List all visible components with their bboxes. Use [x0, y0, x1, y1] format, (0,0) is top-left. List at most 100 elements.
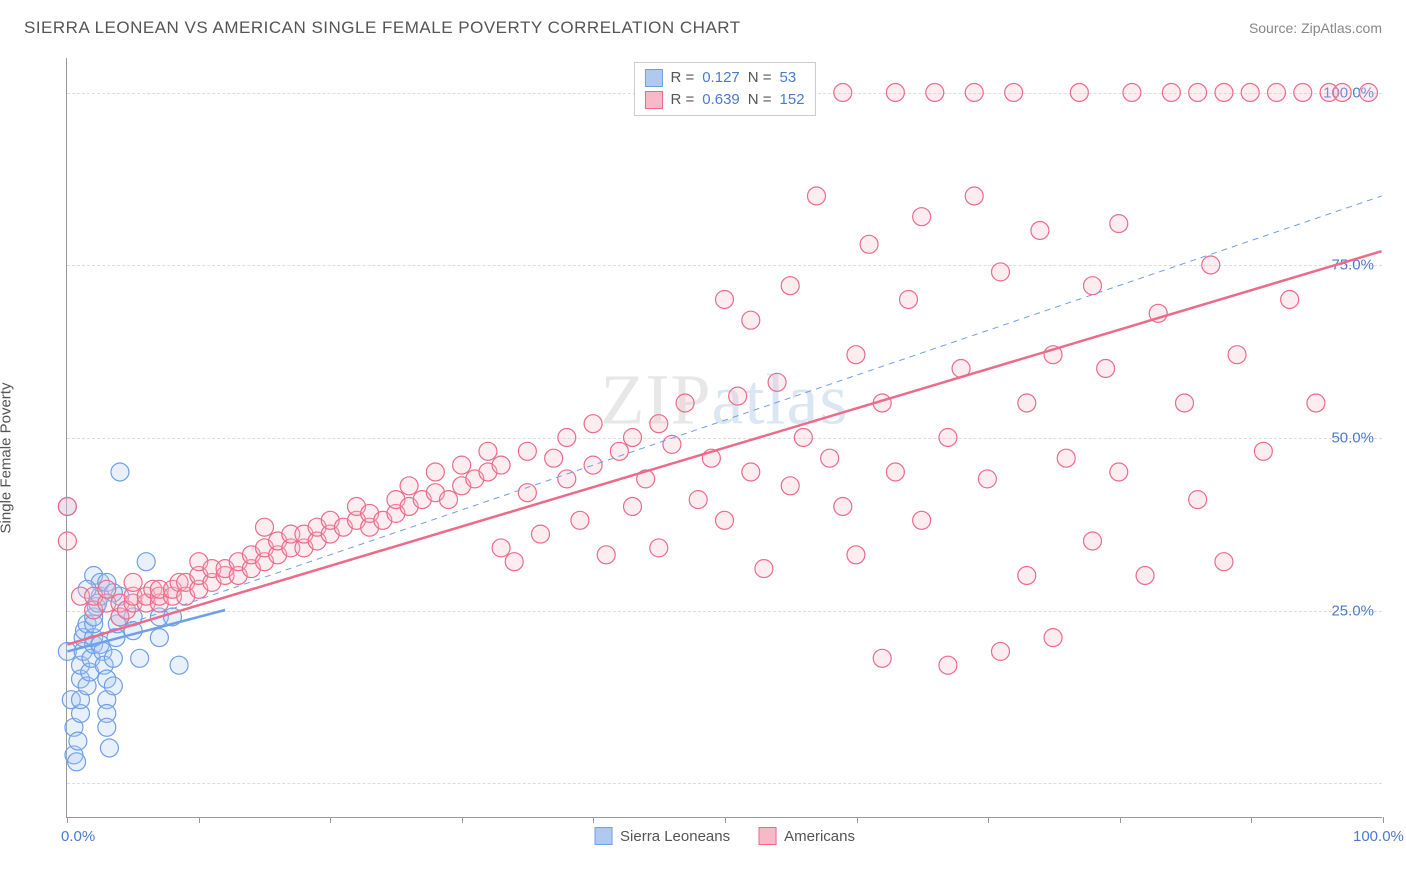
- x-tick: [67, 817, 68, 823]
- source-prefix: Source:: [1249, 20, 1301, 36]
- data-point: [965, 187, 983, 205]
- x-tick-label: 100.0%: [1353, 828, 1404, 845]
- data-point: [492, 539, 510, 557]
- data-point: [860, 235, 878, 253]
- x-tick: [988, 817, 989, 823]
- x-tick: [857, 817, 858, 823]
- x-tick: [1251, 817, 1252, 823]
- legend-series-label: Americans: [784, 828, 855, 845]
- n-label: N =: [748, 67, 772, 89]
- chart-source: Source: ZipAtlas.com: [1249, 20, 1382, 36]
- data-point: [808, 187, 826, 205]
- data-point: [716, 291, 734, 309]
- data-point: [1215, 553, 1233, 571]
- data-point: [68, 753, 86, 771]
- chart-container: Single Female Poverty ZIPatlas R = 0.127…: [24, 58, 1382, 858]
- data-point: [1215, 84, 1233, 102]
- legend-statistics: R = 0.127 N = 53R = 0.639 N = 152: [633, 62, 815, 116]
- data-point: [992, 642, 1010, 660]
- x-tick: [1383, 817, 1384, 823]
- data-point: [1005, 84, 1023, 102]
- data-point: [558, 429, 576, 447]
- legend-series: Sierra Leoneans Americans: [594, 827, 855, 845]
- scatter-svg: [67, 58, 1382, 817]
- data-point: [1162, 84, 1180, 102]
- y-axis-label: Single Female Poverty: [0, 383, 15, 534]
- data-point: [873, 649, 891, 667]
- legend-series-label: Sierra Leoneans: [620, 828, 730, 845]
- n-value: 53: [780, 67, 797, 89]
- data-point: [729, 387, 747, 405]
- data-point: [886, 463, 904, 481]
- data-point: [111, 463, 129, 481]
- data-point: [505, 553, 523, 571]
- data-point: [900, 291, 918, 309]
- legend-swatch: [758, 827, 776, 845]
- source-name: ZipAtlas.com: [1301, 20, 1382, 36]
- x-tick: [1120, 817, 1121, 823]
- data-point: [742, 311, 760, 329]
- data-point: [545, 449, 563, 467]
- data-point: [518, 484, 536, 502]
- data-point: [69, 732, 87, 750]
- data-point: [1281, 291, 1299, 309]
- x-tick-label: 0.0%: [61, 828, 95, 845]
- data-point: [1136, 567, 1154, 585]
- data-point: [104, 677, 122, 695]
- x-tick: [462, 817, 463, 823]
- data-point: [847, 346, 865, 364]
- legend-swatch: [594, 827, 612, 845]
- data-point: [650, 415, 668, 433]
- data-point: [58, 498, 76, 516]
- data-point: [170, 656, 188, 674]
- data-point: [965, 84, 983, 102]
- data-point: [1254, 442, 1272, 460]
- data-point: [98, 580, 116, 598]
- data-point: [886, 84, 904, 102]
- x-tick: [330, 817, 331, 823]
- data-point: [400, 477, 418, 495]
- data-point: [1360, 84, 1378, 102]
- data-point: [1018, 567, 1036, 585]
- data-point: [1097, 360, 1115, 378]
- data-point: [100, 739, 118, 757]
- data-point: [1307, 394, 1325, 412]
- data-point: [689, 491, 707, 509]
- data-point: [978, 470, 996, 488]
- data-point: [532, 525, 550, 543]
- data-point: [1189, 491, 1207, 509]
- data-point: [939, 429, 957, 447]
- legend-swatch: [644, 69, 662, 87]
- data-point: [1110, 463, 1128, 481]
- data-point: [1057, 449, 1075, 467]
- data-point: [834, 84, 852, 102]
- data-point: [939, 656, 957, 674]
- data-point: [768, 373, 786, 391]
- data-point: [1202, 256, 1220, 274]
- legend-swatch: [644, 91, 662, 109]
- data-point: [913, 208, 931, 226]
- data-point: [1268, 84, 1286, 102]
- data-point: [571, 511, 589, 529]
- data-point: [992, 263, 1010, 281]
- data-point: [781, 477, 799, 495]
- data-point: [137, 553, 155, 571]
- n-label: N =: [748, 89, 772, 111]
- data-point: [518, 442, 536, 460]
- data-point: [1044, 629, 1062, 647]
- r-label: R =: [670, 67, 694, 89]
- data-point: [676, 394, 694, 412]
- data-point: [584, 415, 602, 433]
- legend-series-item: Sierra Leoneans: [594, 827, 730, 845]
- data-point: [1189, 84, 1207, 102]
- data-point: [624, 498, 642, 516]
- trend-line: [67, 251, 1381, 644]
- data-point: [624, 429, 642, 447]
- data-point: [256, 518, 274, 536]
- data-point: [426, 463, 444, 481]
- data-point: [492, 456, 510, 474]
- data-point: [479, 442, 497, 460]
- data-point: [124, 573, 142, 591]
- data-point: [650, 539, 668, 557]
- data-point: [794, 429, 812, 447]
